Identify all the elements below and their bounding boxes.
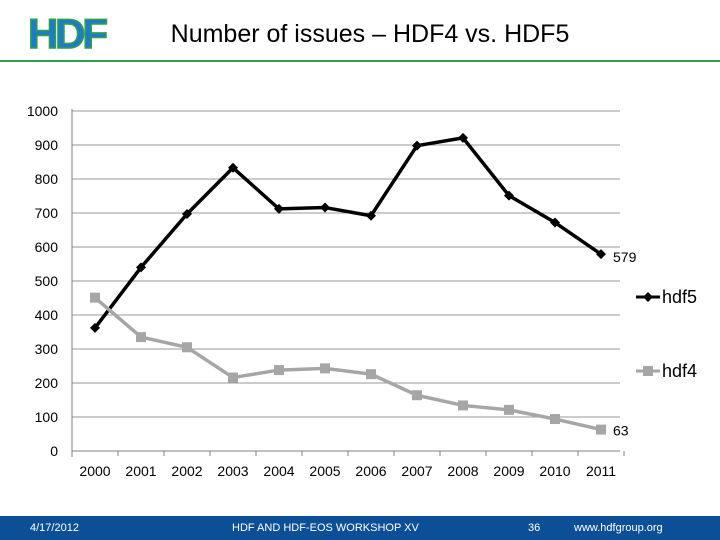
series-hdf5 bbox=[90, 132, 606, 333]
y-tick-label: 0 bbox=[50, 443, 58, 459]
hdf5-point bbox=[366, 210, 376, 221]
y-tick-label: 1000 bbox=[27, 103, 58, 119]
x-tick-label: 2009 bbox=[493, 463, 524, 479]
y-tick-label: 400 bbox=[35, 307, 59, 323]
hdf4-end-label: 63 bbox=[613, 423, 629, 439]
hdf4-point bbox=[228, 372, 238, 383]
hdf4-line bbox=[93, 296, 602, 432]
hdf4-point bbox=[550, 414, 560, 425]
title-divider bbox=[0, 60, 720, 62]
legend-marker bbox=[643, 366, 653, 376]
footer-event: HDF AND HDF-EOS WORKSHOP XV bbox=[232, 522, 419, 534]
legend-entry-hdf5: hdf5 bbox=[636, 287, 697, 307]
hdf5-point bbox=[274, 203, 284, 214]
series-hdf4 bbox=[90, 292, 606, 435]
hdf5-point bbox=[182, 209, 192, 220]
x-tick-label: 2010 bbox=[539, 463, 570, 479]
y-tick-label: 700 bbox=[35, 205, 59, 221]
y-tick-label: 500 bbox=[35, 273, 59, 289]
slide-header: HDF Number of issues – HDF4 vs. HDF5 bbox=[0, 0, 720, 68]
x-tick-label: 2000 bbox=[79, 463, 110, 479]
hdf4-point bbox=[504, 404, 514, 415]
hdf4-point bbox=[274, 365, 284, 376]
legend: hdf5 hdf4 bbox=[636, 287, 697, 381]
footer-url: www.hdfgroup.org bbox=[574, 522, 663, 534]
hdf5-point bbox=[412, 140, 422, 151]
footer-date: 4/17/2012 bbox=[30, 522, 79, 534]
gridlines bbox=[72, 110, 620, 418]
x-tick-label: 2002 bbox=[171, 463, 202, 479]
hdf-logo: HDF bbox=[28, 9, 109, 56]
footer-page-number: 36 bbox=[528, 522, 541, 534]
slide-title: Number of issues – HDF4 vs. HDF5 bbox=[170, 20, 570, 48]
y-tick-label: 100 bbox=[35, 409, 59, 425]
hdf5-point bbox=[458, 132, 468, 143]
x-tick-label: 2003 bbox=[217, 463, 248, 479]
hdf5-point bbox=[504, 190, 514, 201]
x-tick-label: 2011 bbox=[586, 463, 616, 479]
issues-line-chart: 0 100 200 300 400 500 600 700 800 900 1000 2000 2001… bbox=[27, 103, 697, 479]
hdf5-line bbox=[93, 136, 602, 329]
y-tick-label: 600 bbox=[35, 239, 59, 255]
x-tick-label: 2004 bbox=[263, 463, 294, 479]
hdf5-point bbox=[320, 202, 330, 213]
y-tick-label: 200 bbox=[35, 375, 59, 391]
hdf-logo-text: HDF bbox=[28, 10, 108, 56]
hdf5-point bbox=[596, 249, 606, 260]
x-tick-label: 2005 bbox=[309, 463, 340, 479]
y-tick-label: 300 bbox=[35, 341, 59, 357]
x-tick-label: 2007 bbox=[401, 463, 432, 479]
legend-entry-hdf4: hdf4 bbox=[636, 361, 697, 381]
hdf5-point bbox=[90, 322, 100, 333]
hdf4-point bbox=[596, 424, 606, 435]
legend-label: hdf5 bbox=[662, 287, 697, 307]
y-tick-label: 800 bbox=[35, 171, 59, 187]
hdf5-point bbox=[136, 262, 146, 273]
hdf4-point bbox=[90, 292, 100, 303]
y-tick-label: 900 bbox=[35, 137, 59, 153]
x-tick-label: 2001 bbox=[125, 463, 156, 479]
hdf4-point bbox=[320, 363, 330, 374]
hdf4-point bbox=[366, 369, 376, 380]
axes bbox=[71, 109, 625, 457]
hdf4-point bbox=[182, 342, 192, 353]
hdf5-point bbox=[228, 162, 238, 173]
series bbox=[90, 132, 606, 435]
slide-footer: 4/17/2012 HDF AND HDF-EOS WORKSHOP XV 36… bbox=[0, 516, 720, 540]
legend-label: hdf4 bbox=[662, 361, 697, 381]
hdf4-point bbox=[412, 390, 422, 401]
legend-marker bbox=[643, 292, 653, 302]
hdf5-point bbox=[550, 217, 560, 228]
labels: 0 100 200 300 400 500 600 700 800 900 1000 2000 2001… bbox=[27, 103, 637, 479]
hdf5-end-label: 579 bbox=[613, 249, 637, 265]
x-tick-label: 2006 bbox=[355, 463, 386, 479]
hdf4-point bbox=[458, 400, 468, 411]
x-tick-label: 2008 bbox=[447, 463, 478, 479]
hdf4-point bbox=[136, 332, 146, 343]
